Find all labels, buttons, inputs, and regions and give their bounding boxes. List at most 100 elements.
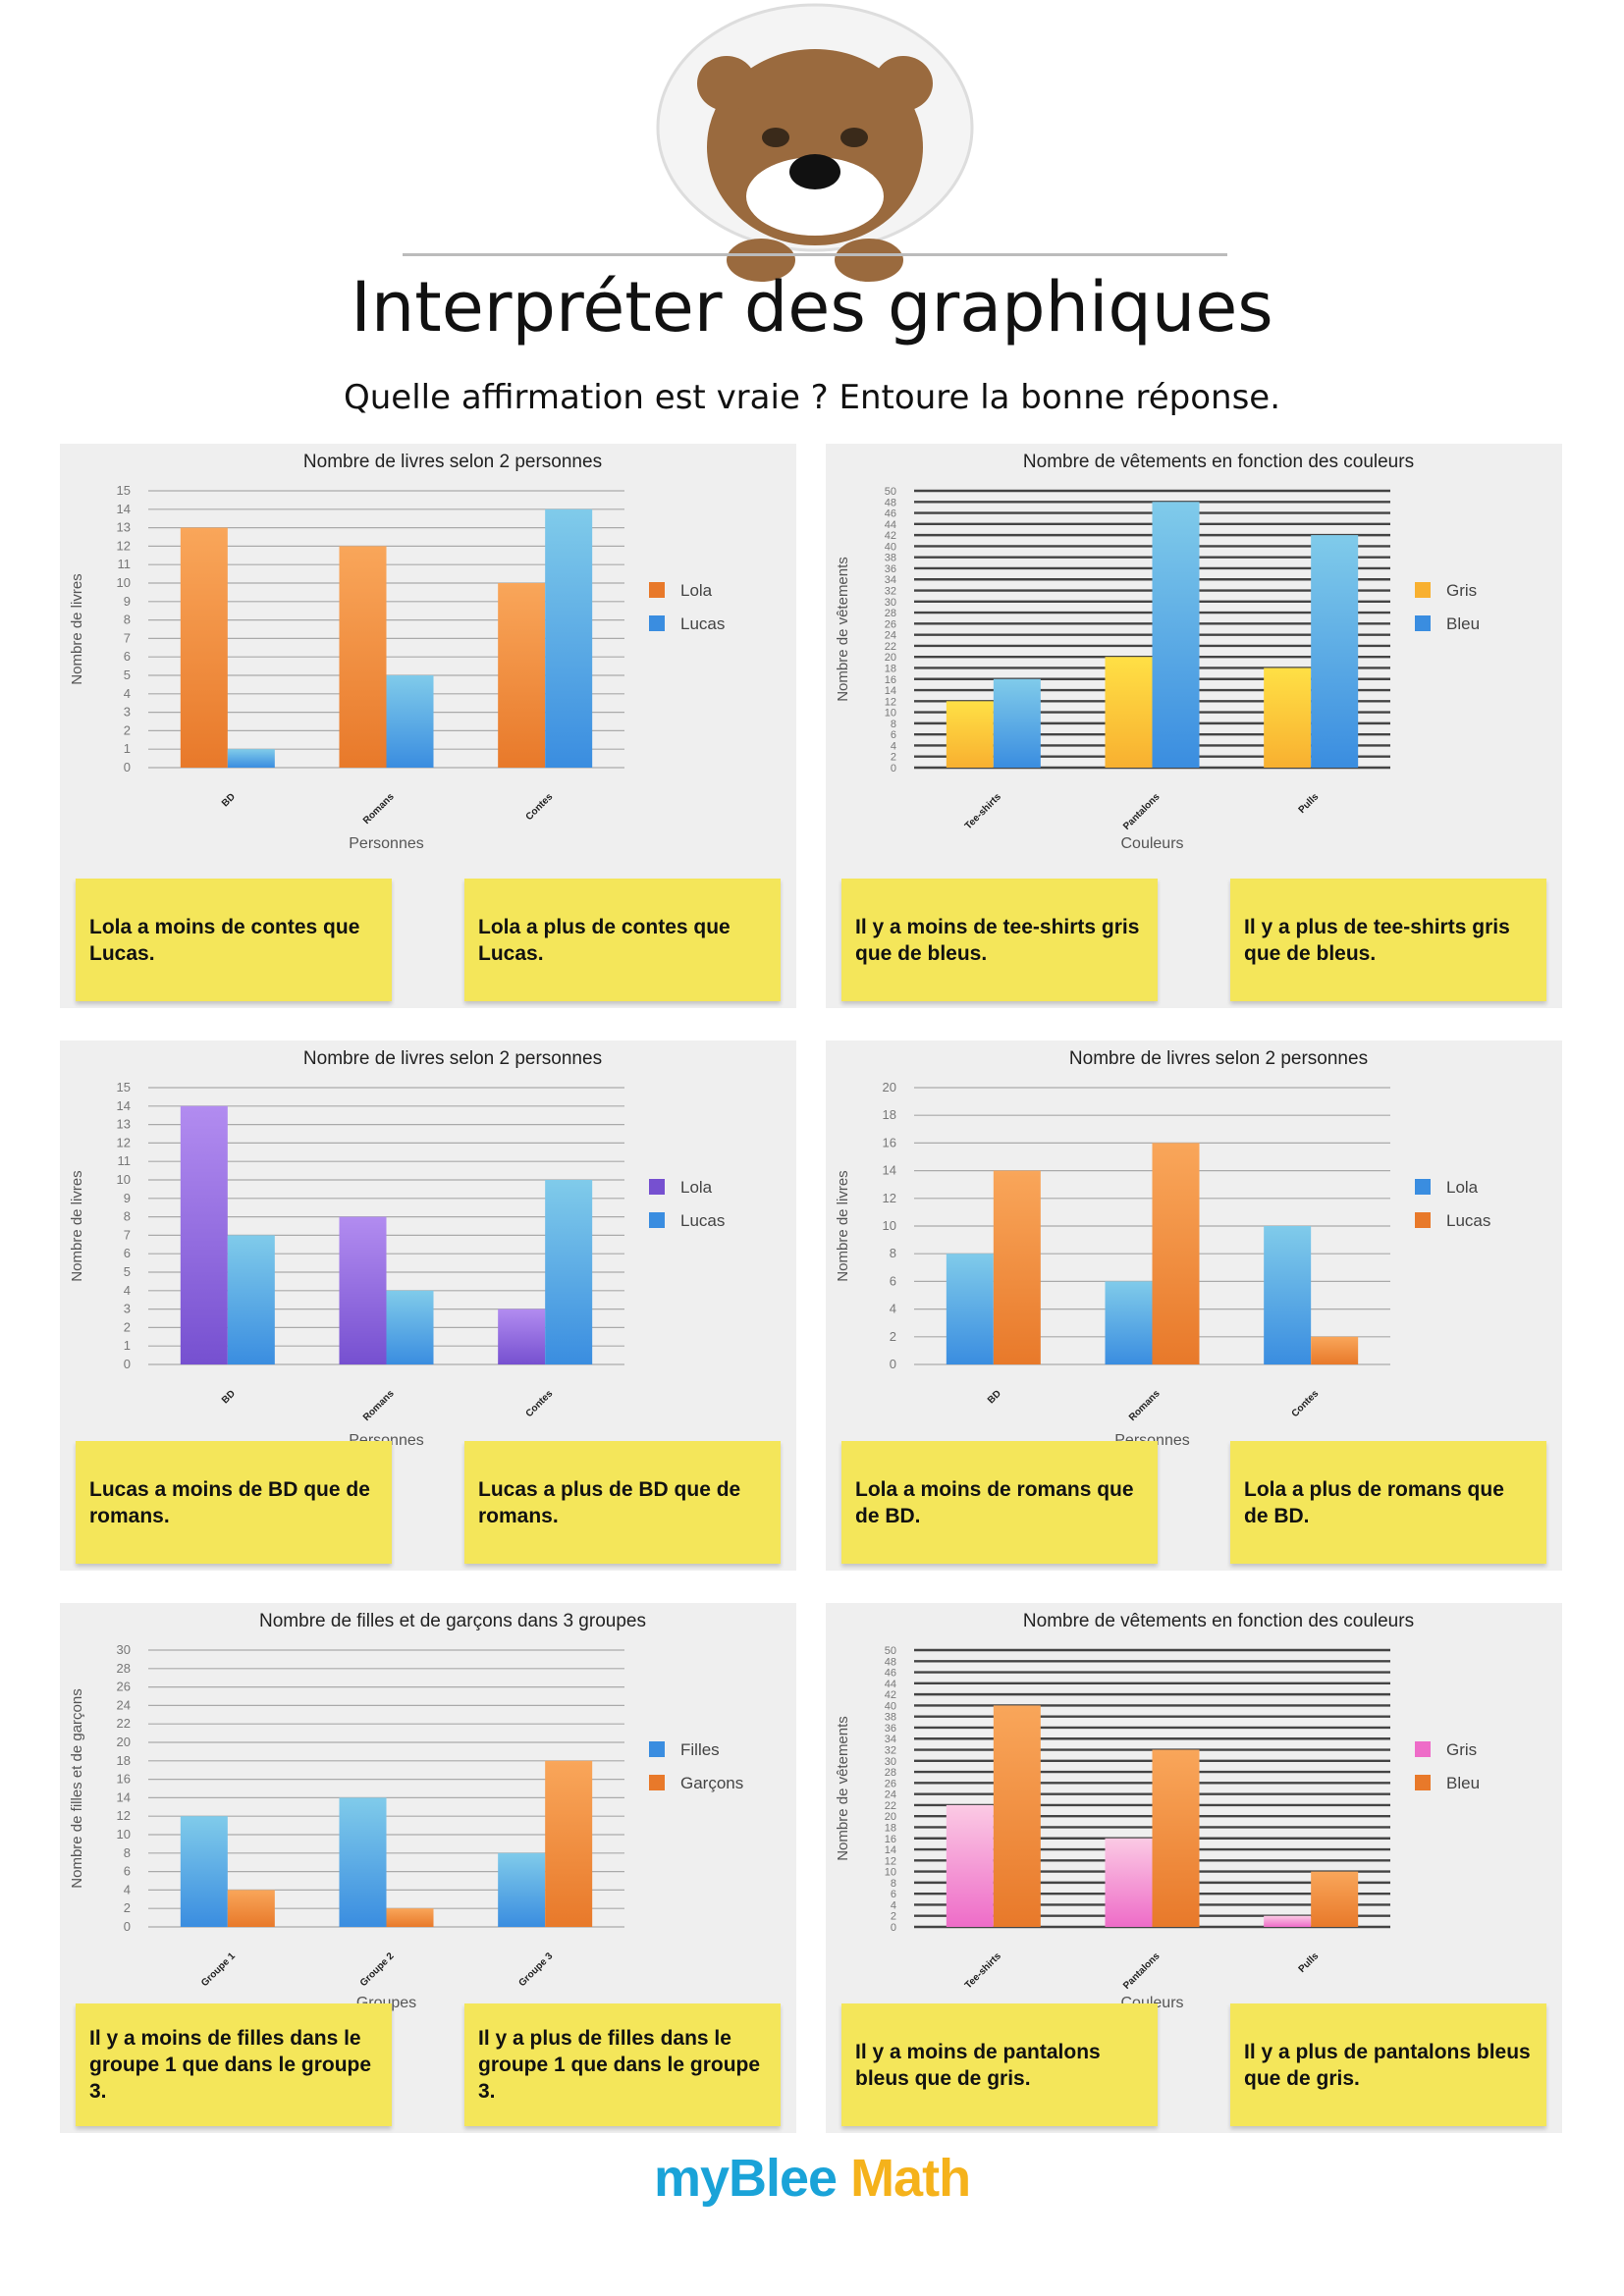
y-tick-label: 10	[883, 1218, 896, 1233]
answer-option-moins[interactable]: Il y a moins de filles dans le groupe 1 …	[76, 2003, 392, 2126]
answer-option-plus[interactable]: Il y a plus de tee-shirts gris que de bl…	[1230, 879, 1546, 1001]
y-tick-label: 34	[885, 1734, 896, 1745]
y-tick-label: 10	[117, 1827, 131, 1842]
bar-lola-contes	[1264, 1226, 1312, 1364]
bar-filles-groupe 2	[339, 1797, 387, 1927]
answer-text: Il y a moins de tee-shirts gris que de b…	[855, 915, 1140, 965]
bar-garçons-groupe 2	[386, 1908, 434, 1927]
y-tick-label: 20	[885, 1811, 896, 1823]
legend-label: Lucas	[680, 1211, 725, 1230]
y-tick-label: 8	[891, 1878, 896, 1890]
chart-title: Nombre de vêtements en fonction des coul…	[1023, 452, 1414, 472]
y-tick-label: 2	[124, 1900, 131, 1915]
legend-label: Gris	[1446, 581, 1477, 600]
y-tick-label: 2	[890, 1329, 896, 1344]
y-tick-label: 5	[124, 667, 131, 682]
x-tick-label: Tee-shirts	[963, 791, 1003, 831]
chart-title: Nombre de livres selon 2 personnes	[1069, 1048, 1368, 1069]
x-tick-label: Contes	[524, 1388, 556, 1419]
answer-option-moins[interactable]: Il y a moins de pantalons bleus que de g…	[841, 2003, 1158, 2126]
bar-gris-pantalons	[1105, 657, 1153, 768]
bar-lucas-romans	[386, 1290, 434, 1364]
y-tick-label: 26	[885, 618, 896, 630]
y-tick-label: 26	[885, 1778, 896, 1789]
answer-option-moins[interactable]: Il y a moins de tee-shirts gris que de b…	[841, 879, 1158, 1001]
answer-option-moins[interactable]: Lucas a moins de BD que de romans.	[76, 1441, 392, 1564]
y-tick-label: 30	[885, 597, 896, 609]
x-tick-label: BD	[220, 1388, 238, 1406]
logo-blee: Blee	[728, 2149, 838, 2208]
legend-label: Bleu	[1446, 614, 1480, 633]
y-tick-label: 22	[885, 641, 896, 653]
y-tick-label: 3	[124, 705, 131, 720]
answer-text: Il y a moins de filles dans le groupe 1 …	[89, 2027, 372, 2103]
answer-text: Lola a moins de romans que de BD.	[855, 1477, 1134, 1527]
answer-option-plus[interactable]: Lucas a plus de BD que de romans.	[464, 1441, 781, 1564]
y-tick-label: 4	[890, 1302, 896, 1316]
bar-bleu-pantalons	[1152, 1749, 1200, 1927]
x-tick-label: Tee-shirts	[963, 1950, 1003, 1991]
y-tick-label: 5	[124, 1264, 131, 1279]
x-tick-label: Pulls	[1297, 1950, 1322, 1975]
y-tick-label: 42	[885, 530, 896, 542]
y-tick-label: 16	[885, 674, 896, 686]
bar-lola-contes	[498, 583, 546, 768]
legend-swatch	[1415, 1741, 1431, 1757]
answer-option-plus[interactable]: Il y a plus de pantalons bleus que de gr…	[1230, 2003, 1546, 2126]
y-axis-label: Nombre de livres	[69, 573, 85, 684]
y-tick-label: 14	[885, 1844, 896, 1856]
chart-panel: Nombre de vêtements en fonction des coul…	[826, 1603, 1562, 2133]
bar-lucas-contes	[545, 508, 593, 768]
x-tick-label: Groupe 3	[516, 1950, 555, 1989]
answer-option-moins[interactable]: Lola a moins de contes que Lucas.	[76, 879, 392, 1001]
bar-gris-pulls	[1264, 1915, 1312, 1927]
chart-title: Nombre de livres selon 2 personnes	[303, 1048, 602, 1069]
bar-gris-tee-shirts	[946, 701, 994, 768]
answer-option-plus[interactable]: Il y a plus de filles dans le groupe 1 q…	[464, 2003, 781, 2126]
logo-my: my	[653, 2149, 730, 2208]
y-tick-label: 26	[117, 1680, 131, 1694]
chart-panel: Nombre de vêtements en fonction des coul…	[826, 444, 1562, 1008]
answer-text: Il y a plus de pantalons bleus que de gr…	[1244, 2040, 1531, 2090]
legend-swatch	[649, 1741, 665, 1757]
y-tick-label: 32	[885, 1745, 896, 1757]
y-tick-label: 0	[890, 1357, 896, 1371]
y-tick-label: 46	[885, 1668, 896, 1680]
y-tick-label: 8	[890, 1246, 896, 1260]
bar-chart: Nombre de vêtements en fonction des coul…	[835, 1611, 1480, 2011]
y-tick-label: 44	[885, 519, 896, 531]
y-tick-label: 6	[891, 1889, 896, 1900]
y-tick-label: 11	[118, 1153, 132, 1168]
x-tick-label: Romans	[361, 1388, 397, 1423]
bar-chart: Nombre de livres selon 2 personnes012345…	[69, 452, 725, 852]
legend-swatch	[649, 1212, 665, 1228]
bar-chart: Nombre de filles et de garçons dans 3 gr…	[69, 1611, 743, 2011]
y-tick-label: 8	[124, 1209, 131, 1224]
y-tick-label: 0	[891, 763, 896, 774]
legend-label: Lola	[680, 581, 713, 600]
bar-lola-bd	[180, 527, 228, 768]
y-tick-label: 4	[891, 740, 896, 752]
x-tick-label: Groupe 2	[358, 1950, 397, 1989]
bar-bleu-tee-shirts	[993, 1705, 1041, 1927]
bar-bleu-pulls	[1311, 535, 1359, 768]
answer-option-moins[interactable]: Lola a moins de romans que de BD.	[841, 1441, 1158, 1564]
y-tick-label: 2	[891, 1911, 896, 1923]
y-tick-label: 38	[885, 553, 896, 564]
legend-swatch	[1415, 1179, 1431, 1195]
y-tick-label: 16	[883, 1135, 896, 1149]
y-tick-label: 22	[117, 1716, 131, 1731]
y-tick-label: 4	[124, 1882, 131, 1896]
bar-chart: Nombre de livres selon 2 personnes012345…	[69, 1048, 725, 1449]
chart-title: Nombre de livres selon 2 personnes	[303, 452, 602, 472]
y-tick-label: 0	[124, 1357, 131, 1371]
y-tick-label: 22	[885, 1800, 896, 1812]
logo: myBlee Math	[0, 2148, 1624, 2209]
legend-label: Garçons	[680, 1774, 743, 1792]
y-tick-label: 14	[117, 1789, 131, 1804]
y-tick-label: 42	[885, 1689, 896, 1701]
answer-text: Lucas a moins de BD que de romans.	[89, 1477, 370, 1527]
answer-option-plus[interactable]: Lola a plus de romans que de BD.	[1230, 1441, 1546, 1564]
answer-option-plus[interactable]: Lola a plus de contes que Lucas.	[464, 879, 781, 1001]
chart-panel: Nombre de livres selon 2 personnes 0 1 2 3 4 5…	[60, 1041, 796, 1571]
